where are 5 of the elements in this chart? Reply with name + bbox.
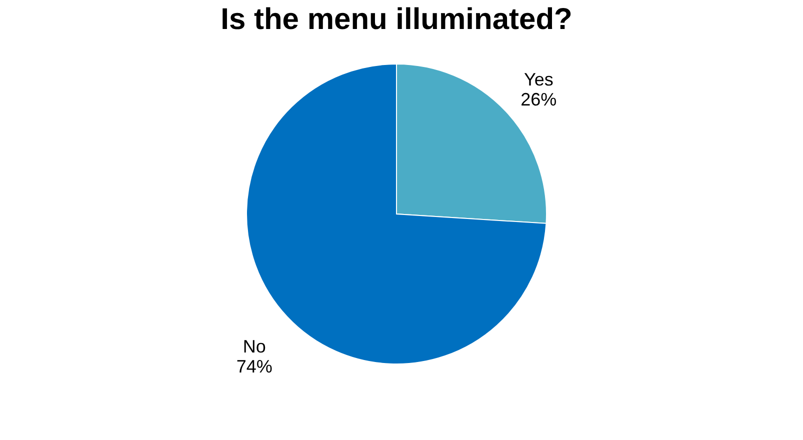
slice-label: Yes: [524, 70, 554, 90]
data-label: 26%: [520, 90, 557, 110]
slice-label: No: [242, 336, 266, 356]
data-label: 74%: [236, 356, 272, 376]
chart-title: Is the menu illuminated?: [220, 3, 572, 36]
